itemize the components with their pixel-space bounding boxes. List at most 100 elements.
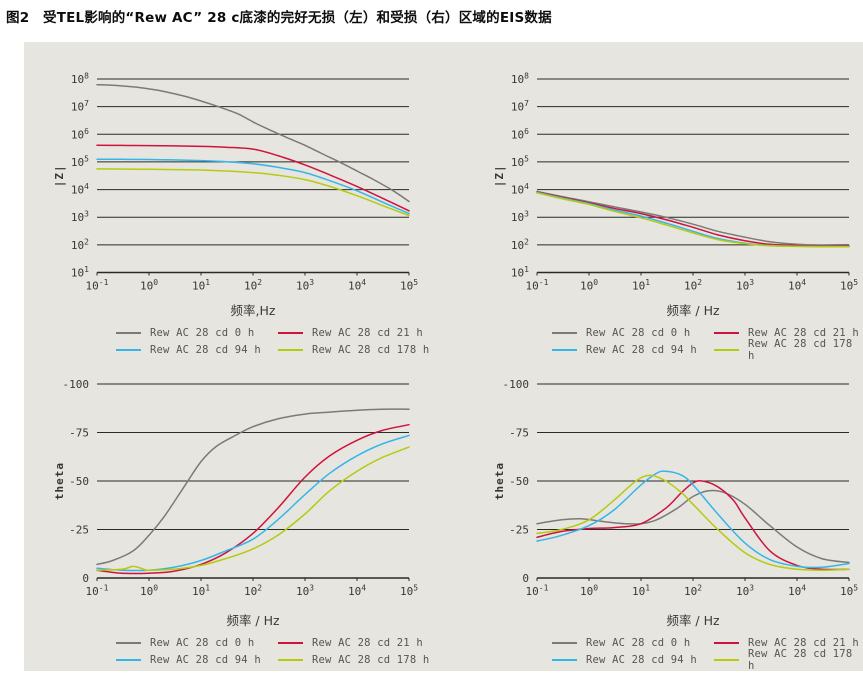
svg-text:-50: -50 <box>509 475 529 488</box>
legend-label: Rew AC 28 cd 178 h <box>312 344 430 356</box>
legend-label: Rew AC 28 cd 178 h <box>748 648 853 672</box>
svg-text:100: 100 <box>580 278 598 293</box>
legend-line-swatch <box>278 642 303 644</box>
svg-text:104: 104 <box>348 278 366 293</box>
svg-text:104: 104 <box>71 182 89 197</box>
legend-label: Rew AC 28 cd 0 h <box>150 327 255 339</box>
legend-label: Rew AC 28 cd 21 h <box>312 327 423 339</box>
legend-line-swatch <box>552 659 577 661</box>
svg-text:104: 104 <box>348 584 366 599</box>
curve-rew-ac-28-cd-21-h <box>96 144 410 212</box>
curve-rew-ac-28-cd-178-h <box>536 192 850 248</box>
x-axis-label: 频率 / Hz <box>226 613 280 628</box>
y-tick-labels: -100 -75 -50 -25 0 <box>503 378 530 585</box>
svg-text:10-1: 10-1 <box>86 584 109 599</box>
bode-magnitude-intact-chart: 108 107 106 105 104 103 102 101 10-1 100 101 102 103… <box>50 58 448 322</box>
svg-text:102: 102 <box>684 584 702 599</box>
legend-item: Rew AC 28 cd 21 h <box>714 326 863 340</box>
svg-text:0: 0 <box>82 572 89 585</box>
legend-item: Rew AC 28 cd 0 h <box>116 326 278 340</box>
svg-text:101: 101 <box>511 265 529 280</box>
svg-text:104: 104 <box>788 584 806 599</box>
legend-line-swatch <box>278 659 303 661</box>
svg-text:102: 102 <box>684 278 702 293</box>
legend-label: Rew AC 28 cd 178 h <box>748 338 853 362</box>
svg-text:106: 106 <box>71 127 89 141</box>
legend-item: Rew AC 28 cd 0 h <box>116 636 278 650</box>
legend-item: Rew AC 28 cd 0 h <box>552 636 714 650</box>
series-curves <box>536 470 850 571</box>
legend-item: Rew AC 28 cd 94 h <box>552 343 714 357</box>
legend-line-swatch <box>552 642 577 644</box>
x-axis-label: 频率 / Hz <box>666 613 720 628</box>
legend-label: Rew AC 28 cd 94 h <box>150 344 261 356</box>
svg-text:108: 108 <box>71 72 89 87</box>
chart-svg-phase-intact: -100 -75 -50 -25 010-1 100 101 102 103 104 105 thet… <box>53 378 418 628</box>
series-curves <box>96 408 410 575</box>
svg-text:103: 103 <box>736 584 754 599</box>
legend-line-swatch <box>714 332 739 334</box>
curve-rew-ac-28-cd-178-h <box>96 446 410 571</box>
legend-line-swatch <box>116 659 141 661</box>
svg-text:-100: -100 <box>503 378 530 391</box>
svg-text:101: 101 <box>632 278 650 293</box>
x-axis-label: 频率 / Hz <box>666 303 720 318</box>
bode-magnitude-damaged-chart: 108 107 106 105 104 103 102 101 10-1 100 101 102 103… <box>490 58 863 322</box>
legend-line-swatch <box>278 332 303 334</box>
svg-text:101: 101 <box>192 584 210 599</box>
y-tick-labels: -100 -75 -50 -25 0 <box>63 378 90 585</box>
svg-text:105: 105 <box>400 584 418 599</box>
svg-text:102: 102 <box>244 278 262 293</box>
legend-line-swatch <box>714 349 739 351</box>
svg-text:103: 103 <box>736 278 754 293</box>
svg-text:-25: -25 <box>69 524 89 537</box>
svg-text:105: 105 <box>840 278 858 293</box>
legend-label: Rew AC 28 cd 21 h <box>748 327 859 339</box>
legend-magnitude-intact: Rew AC 28 cd 0 h Rew AC 28 cd 21 h Rew AC … <box>116 326 429 357</box>
svg-text:105: 105 <box>840 584 858 599</box>
svg-text:103: 103 <box>71 210 89 225</box>
svg-text:104: 104 <box>511 182 529 197</box>
svg-text:103: 103 <box>511 210 529 225</box>
gridlines <box>537 383 849 579</box>
svg-text:0: 0 <box>522 572 529 585</box>
legend-line-swatch <box>714 659 739 661</box>
svg-text:104: 104 <box>788 278 806 293</box>
legend-item: Rew AC 28 cd 94 h <box>116 343 278 357</box>
x-tick-labels: 10-1 100 101 102 103 104 105 <box>86 578 418 599</box>
legend-item: Rew AC 28 cd 178 h <box>278 653 429 667</box>
legend-label: Rew AC 28 cd 0 h <box>586 327 691 339</box>
curve-rew-ac-28-cd-21-h <box>96 423 410 575</box>
x-tick-labels: 10-1 100 101 102 103 104 105 <box>526 578 858 599</box>
legend-line-swatch <box>116 642 141 644</box>
y-tick-labels: 108 107 106 105 104 103 102 101 <box>511 72 529 280</box>
y-axis-label: theta <box>53 462 66 500</box>
svg-text:10-1: 10-1 <box>526 584 549 599</box>
x-tick-labels: 10-1 100 101 102 103 104 105 <box>526 272 858 293</box>
svg-text:100: 100 <box>140 584 158 599</box>
svg-text:-75: -75 <box>69 427 89 440</box>
svg-text:102: 102 <box>71 237 89 252</box>
legend-line-swatch <box>116 349 141 351</box>
y-axis-label: theta <box>493 462 506 500</box>
svg-text:100: 100 <box>140 278 158 293</box>
svg-text:-50: -50 <box>69 475 89 488</box>
legend-magnitude-damaged: Rew AC 28 cd 0 h Rew AC 28 cd 21 h Rew AC … <box>552 326 863 362</box>
svg-text:108: 108 <box>511 72 529 87</box>
y-axis-label: |Z| <box>493 164 506 187</box>
legend-item: Rew AC 28 cd 178 h <box>714 648 863 672</box>
legend-item: Rew AC 28 cd 21 h <box>714 636 863 650</box>
series-curves <box>536 190 850 248</box>
svg-text:103: 103 <box>296 278 314 293</box>
legend-line-swatch <box>116 332 141 334</box>
legend-item: Rew AC 28 cd 21 h <box>278 326 429 340</box>
svg-text:101: 101 <box>192 278 210 293</box>
curve-rew-ac-28-cd-94-h <box>536 470 850 569</box>
legend-label: Rew AC 28 cd 94 h <box>586 654 697 666</box>
curve-rew-ac-28-cd-178-h <box>96 168 410 217</box>
legend-item: Rew AC 28 cd 178 h <box>714 338 863 362</box>
svg-text:102: 102 <box>244 584 262 599</box>
svg-text:101: 101 <box>71 265 89 280</box>
x-tick-labels: 10-1 100 101 102 103 104 105 <box>86 272 418 293</box>
svg-text:102: 102 <box>511 237 529 252</box>
